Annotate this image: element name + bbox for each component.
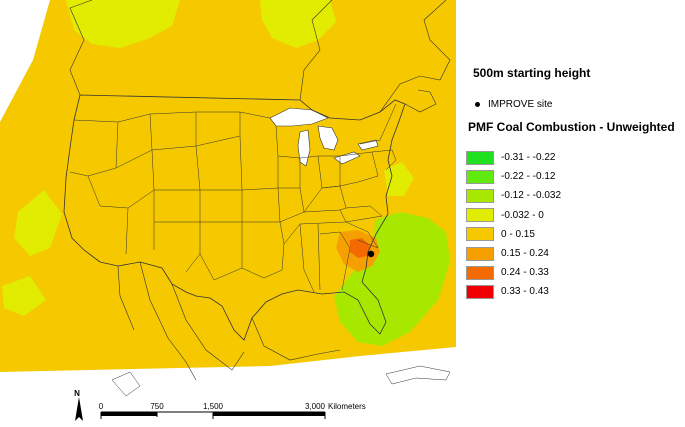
negative-value-region — [334, 212, 450, 346]
lake-huron — [317, 125, 339, 151]
legend-panel: 500m starting height IMPROVE site PMF Co… — [456, 0, 685, 427]
legend-item: -0.032 - 0 — [466, 206, 561, 225]
legend-swatch — [466, 265, 494, 280]
low-value-region — [260, 0, 336, 48]
north-arrow: N — [74, 389, 83, 421]
low-value-region — [66, 0, 180, 48]
legend-item: -0.31 - -0.22 — [466, 148, 561, 167]
starting-height-label: 500m starting height — [473, 66, 591, 80]
scale-tick-label: 3,000 — [305, 402, 326, 411]
legend-label: -0.12 - -0.032 — [501, 190, 562, 202]
north-arrow-label: N — [74, 389, 80, 398]
legend-items: -0.31 - -0.22 -0.22 - -0.12 -0.12 - -0.0… — [466, 148, 561, 302]
legend-label: 0.33 - 0.43 — [501, 286, 549, 298]
low-value-region — [14, 190, 62, 256]
legend-item: 0.15 - 0.24 — [466, 244, 561, 263]
legend-swatch — [466, 284, 494, 299]
scale-units-label: Kilometers — [328, 402, 366, 411]
map-frame: N 0 750 1,500 3,000 Kilometers — [0, 0, 456, 427]
legend-swatch — [466, 188, 494, 203]
caribbean-island — [111, 371, 141, 397]
legend-item: 0.33 - 0.43 — [466, 282, 561, 301]
scale-tick-label: 0 — [99, 402, 104, 411]
legend-swatch — [466, 208, 494, 223]
scale-tick-label: 1,500 — [203, 402, 224, 411]
legend-item: 0.24 - 0.33 — [466, 263, 561, 282]
legend-swatch — [466, 169, 494, 184]
legend-swatch — [466, 227, 494, 242]
scale-tick-label: 750 — [150, 402, 164, 411]
legend-item: -0.12 - -0.032 — [466, 186, 561, 205]
low-value-region — [384, 162, 414, 196]
legend-label: 0.24 - 0.33 — [501, 267, 549, 279]
legend-item: -0.22 - -0.12 — [466, 167, 561, 186]
legend-item: 0 - 0.15 — [466, 225, 561, 244]
legend-label: 0 - 0.15 — [501, 228, 535, 240]
base-field — [0, 0, 456, 372]
state-boundaries — [69, 103, 397, 293]
concentration-map: N 0 750 1,500 3,000 Kilometers — [0, 0, 456, 427]
us-outline — [63, 94, 406, 341]
site-marker-label: IMPROVE site — [488, 99, 553, 110]
neighbor-boundaries — [69, 0, 451, 381]
legend-label: -0.032 - 0 — [501, 209, 544, 221]
scale-bar: 0 750 1,500 3,000 Kilometers — [92, 400, 456, 427]
caribbean-island — [385, 365, 451, 385]
legend-title: PMF Coal Combustion - Unweighted — [468, 120, 675, 134]
legend-label: -0.31 - -0.22 — [501, 152, 556, 164]
legend-swatch — [466, 150, 494, 165]
improve-site-marker — [367, 250, 375, 258]
low-value-region — [2, 276, 46, 316]
legend-label: 0.15 - 0.24 — [501, 248, 549, 260]
lake-ontario — [357, 139, 379, 151]
site-dot-icon — [475, 101, 480, 107]
lake-superior — [269, 107, 329, 127]
legend-swatch — [466, 246, 494, 261]
lake-erie — [333, 151, 361, 165]
legend-label: -0.22 - -0.12 — [501, 171, 556, 183]
site-marker-legend: IMPROVE site — [475, 99, 552, 110]
